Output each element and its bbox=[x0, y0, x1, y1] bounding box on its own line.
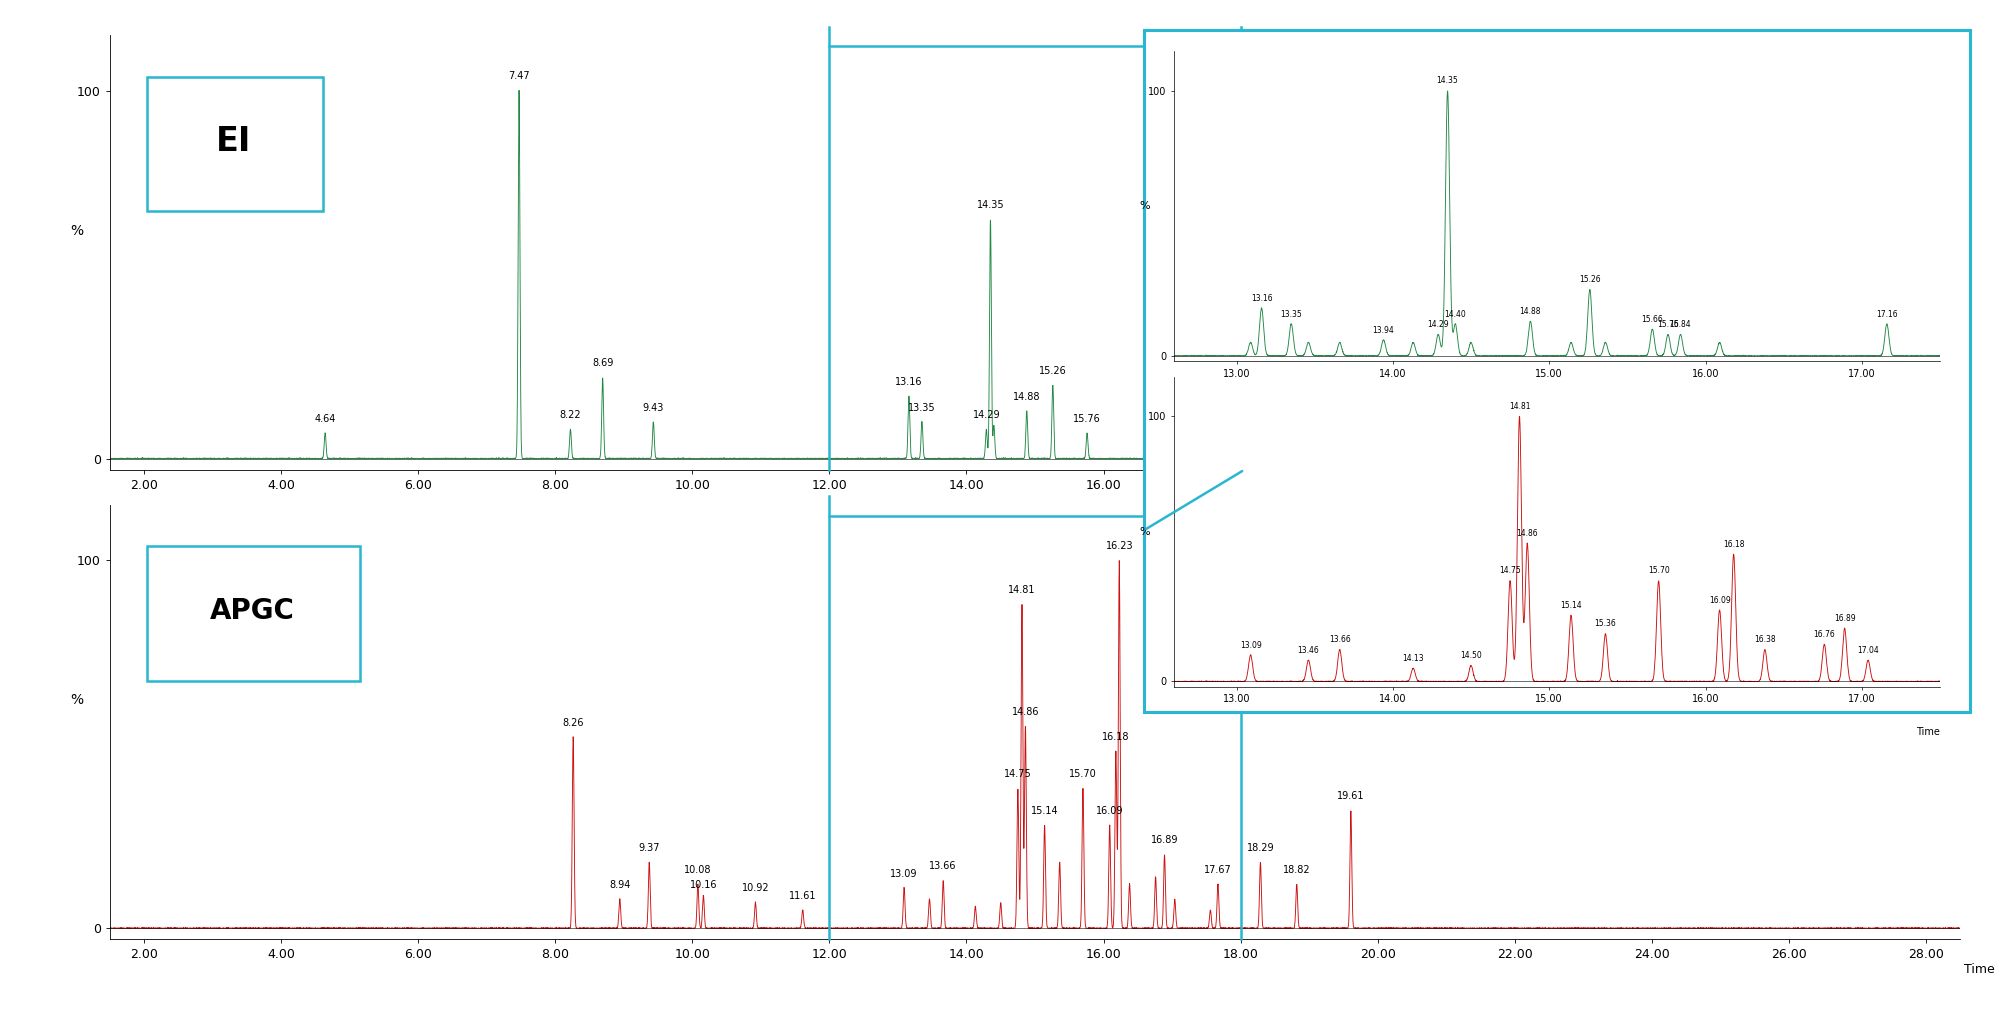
Text: 15.70: 15.70 bbox=[1070, 770, 1096, 779]
Text: 16.18: 16.18 bbox=[1722, 540, 1744, 548]
Text: 13.16: 13.16 bbox=[896, 377, 922, 387]
Text: 13.66: 13.66 bbox=[1328, 635, 1350, 644]
Text: 17.67: 17.67 bbox=[1204, 865, 1232, 875]
Text: 13.46: 13.46 bbox=[1298, 646, 1320, 655]
Text: %: % bbox=[70, 224, 84, 237]
Text: 13.35: 13.35 bbox=[1280, 310, 1302, 318]
Text: 9.43: 9.43 bbox=[642, 403, 664, 413]
Text: 11.61: 11.61 bbox=[788, 891, 816, 901]
FancyBboxPatch shape bbox=[148, 77, 322, 211]
Text: 16.09: 16.09 bbox=[1708, 596, 1730, 605]
Text: 8.94: 8.94 bbox=[610, 880, 630, 890]
Text: 15.26: 15.26 bbox=[1580, 275, 1600, 284]
Text: 14.86: 14.86 bbox=[1516, 529, 1538, 538]
Text: 10.08: 10.08 bbox=[684, 865, 712, 875]
Text: 16.18: 16.18 bbox=[1102, 732, 1130, 742]
Text: Time: Time bbox=[1964, 964, 1994, 977]
Text: %: % bbox=[70, 694, 84, 707]
Text: %: % bbox=[1140, 201, 1150, 211]
Text: EI: EI bbox=[216, 125, 252, 159]
Text: 14.88: 14.88 bbox=[1014, 392, 1040, 402]
Text: 14.35: 14.35 bbox=[976, 200, 1004, 210]
Text: 14.40: 14.40 bbox=[1444, 310, 1466, 318]
Text: 15.36: 15.36 bbox=[1594, 619, 1616, 628]
Text: 15.14: 15.14 bbox=[1030, 806, 1058, 816]
Text: 16.38: 16.38 bbox=[1754, 635, 1776, 644]
Text: 16.89: 16.89 bbox=[1150, 835, 1178, 845]
Text: 15.66: 15.66 bbox=[1642, 315, 1664, 324]
Text: 17.16: 17.16 bbox=[1170, 406, 1196, 416]
Text: 17.16: 17.16 bbox=[1876, 310, 1898, 318]
Text: 18.82: 18.82 bbox=[1282, 865, 1310, 875]
Text: 14.81: 14.81 bbox=[1508, 402, 1530, 411]
Text: 18.29: 18.29 bbox=[1246, 842, 1274, 852]
Text: 10.92: 10.92 bbox=[742, 884, 770, 893]
Text: 17.04: 17.04 bbox=[1858, 646, 1878, 655]
Text: 13.16: 13.16 bbox=[1250, 294, 1272, 303]
Text: 14.13: 14.13 bbox=[1402, 653, 1424, 663]
Text: 15.70: 15.70 bbox=[1648, 567, 1670, 576]
Text: 17.84: 17.84 bbox=[1216, 90, 1244, 100]
Text: 13.09: 13.09 bbox=[1240, 640, 1262, 649]
Text: 13.35: 13.35 bbox=[908, 403, 936, 413]
Text: 13.09: 13.09 bbox=[890, 869, 918, 879]
Text: 15.14: 15.14 bbox=[1560, 601, 1582, 610]
Text: 19.61: 19.61 bbox=[1338, 791, 1364, 801]
Text: 8.22: 8.22 bbox=[560, 410, 582, 420]
Text: 14.75: 14.75 bbox=[1004, 770, 1032, 779]
Text: 14.86: 14.86 bbox=[1012, 707, 1040, 717]
Text: 4.64: 4.64 bbox=[314, 414, 336, 423]
Text: 16.76: 16.76 bbox=[1814, 630, 1836, 639]
FancyBboxPatch shape bbox=[148, 546, 360, 681]
Text: 16.89: 16.89 bbox=[1834, 614, 1856, 623]
Text: 8.26: 8.26 bbox=[562, 718, 584, 727]
Text: 14.29: 14.29 bbox=[972, 410, 1000, 420]
Text: Time: Time bbox=[1916, 727, 1940, 737]
Text: 7.47: 7.47 bbox=[508, 72, 530, 82]
Text: 14.75: 14.75 bbox=[1500, 567, 1520, 576]
Text: 15.76: 15.76 bbox=[1074, 414, 1100, 423]
Text: 16.23: 16.23 bbox=[1106, 541, 1134, 551]
Text: 14.88: 14.88 bbox=[1520, 307, 1542, 316]
Text: 14.81: 14.81 bbox=[1008, 585, 1036, 595]
Text: 13.66: 13.66 bbox=[930, 862, 956, 872]
Text: %: % bbox=[1140, 526, 1150, 536]
Text: 16.09: 16.09 bbox=[1096, 806, 1124, 816]
Text: 15.76: 15.76 bbox=[1658, 320, 1678, 329]
Text: 14.50: 14.50 bbox=[1460, 651, 1482, 661]
Text: 13.94: 13.94 bbox=[1372, 325, 1394, 334]
Text: 9.37: 9.37 bbox=[638, 842, 660, 852]
Text: 14.29: 14.29 bbox=[1428, 320, 1450, 329]
Text: 14.35: 14.35 bbox=[1436, 77, 1458, 85]
Text: 8.69: 8.69 bbox=[592, 359, 614, 369]
Text: 15.84: 15.84 bbox=[1670, 320, 1692, 329]
Text: APGC: APGC bbox=[210, 597, 294, 625]
Text: 10.16: 10.16 bbox=[690, 880, 718, 890]
Text: 15.26: 15.26 bbox=[1038, 366, 1066, 376]
